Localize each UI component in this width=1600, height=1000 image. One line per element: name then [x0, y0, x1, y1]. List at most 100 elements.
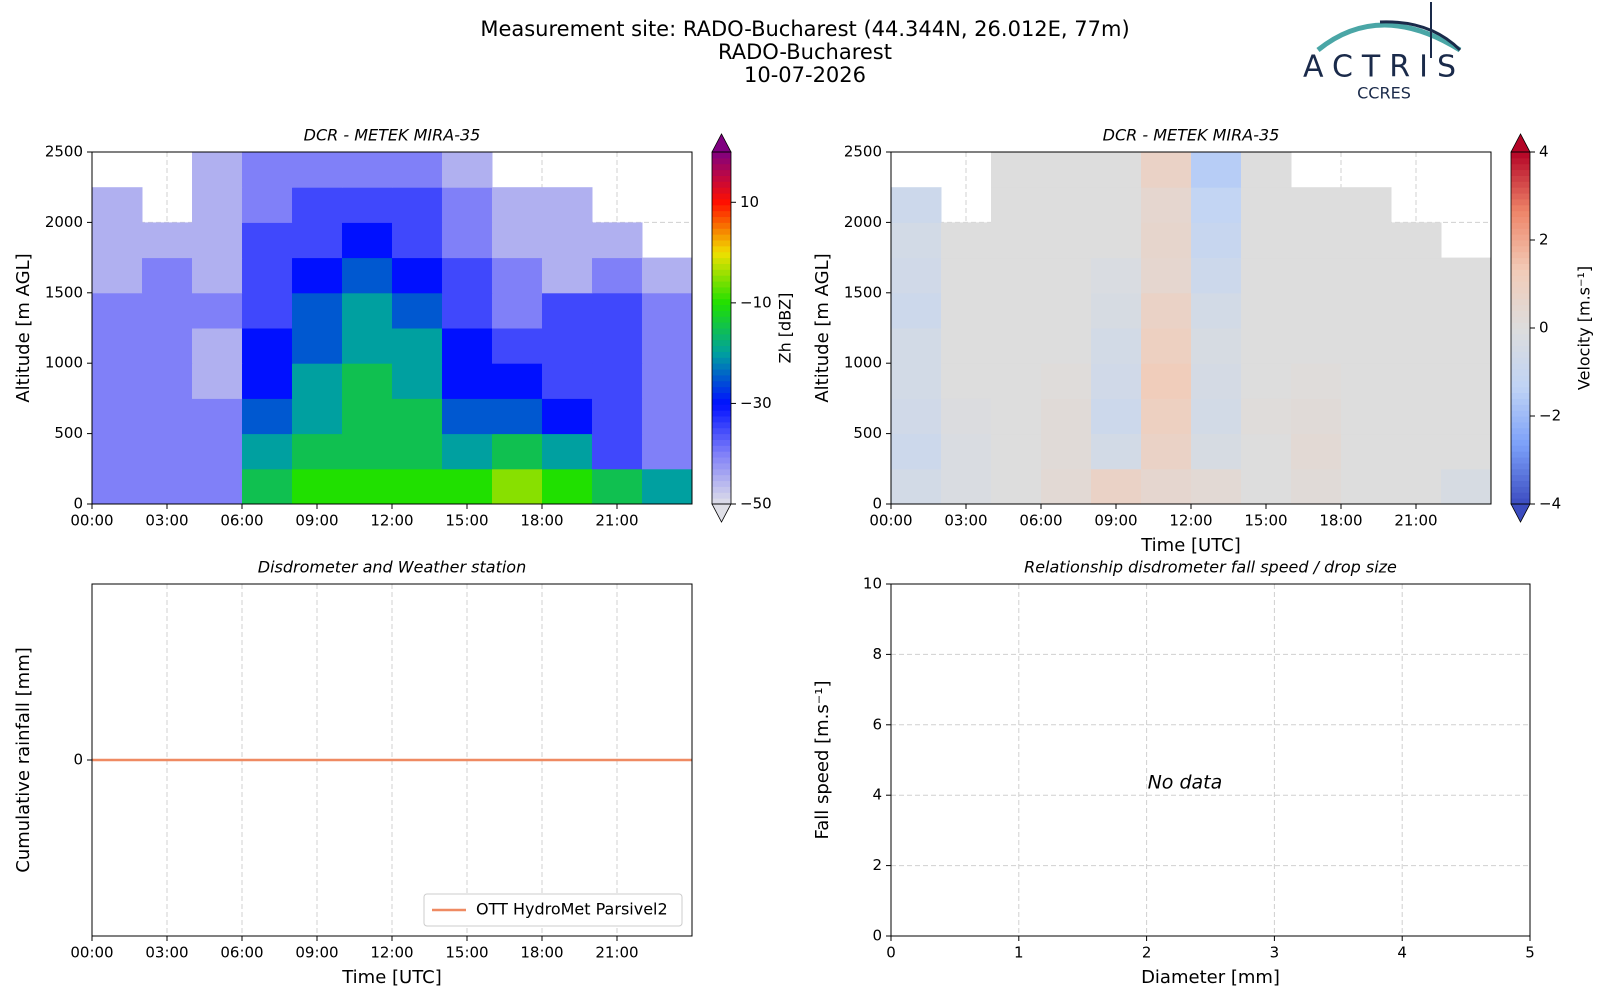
colorbar-swatch	[1511, 462, 1530, 470]
heat-cell	[142, 468, 193, 505]
y-tick-label: 10	[863, 575, 882, 593]
heat-cell	[92, 187, 143, 223]
heat-cell	[492, 257, 543, 294]
y-tick-label: 500	[853, 424, 882, 442]
colorbar-swatch	[1511, 216, 1530, 223]
heat-cell	[1391, 328, 1442, 364]
colorbar-swatch	[712, 492, 731, 499]
heat-cell	[1141, 292, 1192, 329]
colorbar-swatch	[1511, 163, 1530, 171]
heat-cell	[642, 468, 693, 505]
heat-cell	[592, 363, 643, 399]
y-tick-label: 2500	[844, 143, 882, 161]
colorbar-tick-label: 2	[1539, 231, 1549, 249]
header-title: Measurement site: RADO-Bucharest (44.344…	[480, 17, 1129, 41]
heat-cell	[1291, 187, 1342, 223]
colorbar-swatch	[1511, 152, 1530, 159]
heat-cell	[991, 363, 1042, 399]
heat-cell	[1141, 328, 1192, 364]
heat-cell	[1341, 222, 1392, 259]
colorbar-swatch	[1511, 322, 1530, 329]
heat-cell	[991, 468, 1042, 505]
heat-cell	[192, 468, 243, 505]
colorbar-swatch	[1511, 468, 1530, 476]
heat-cell	[542, 468, 593, 505]
heat-cell	[991, 222, 1042, 259]
heat-cell	[242, 468, 293, 505]
heat-cell	[242, 328, 293, 364]
colorbar-swatch	[712, 380, 731, 388]
heat-cell	[1091, 257, 1142, 294]
heat-cell	[242, 187, 293, 223]
heat-cell	[492, 363, 543, 399]
colorbar-swatch	[712, 498, 731, 505]
y-axis-label: Altitude [m AGL]	[812, 253, 833, 402]
colorbar-swatch	[1511, 269, 1530, 276]
heat-cell	[392, 222, 443, 259]
heat-cell	[192, 398, 243, 435]
heat-cell	[1241, 398, 1292, 435]
heat-cell	[1391, 292, 1442, 329]
colorbar-swatch	[1511, 339, 1530, 347]
colorbar-swatch	[712, 421, 731, 429]
heat-cell	[492, 187, 543, 223]
heat-cell	[642, 257, 693, 294]
heat-cell	[142, 398, 193, 435]
x-tick-label: 15:00	[445, 944, 488, 962]
heat-cell	[1141, 257, 1192, 294]
heat-cell	[192, 328, 243, 364]
heat-cell	[1391, 468, 1442, 505]
colorbar-swatch	[1511, 157, 1530, 165]
colorbar-swatch	[1511, 474, 1530, 482]
colorbar-swatch	[712, 457, 731, 464]
heat-cell	[1241, 257, 1292, 294]
heat-cell	[92, 257, 143, 294]
heat-cell	[1441, 363, 1492, 399]
heat-cell	[941, 328, 992, 364]
colorbar-swatch	[712, 369, 731, 376]
colorbar-swatch	[1511, 439, 1530, 446]
y-tick-label: 2500	[45, 143, 83, 161]
colorbar-swatch	[1511, 275, 1530, 282]
panel-title: DCR - METEK MIRA-35	[304, 126, 481, 145]
heat-cell	[891, 222, 942, 259]
heat-cell	[192, 152, 243, 188]
heat-cell	[592, 222, 643, 259]
heat-cell	[242, 433, 293, 470]
y-tick-label: 1000	[844, 354, 882, 372]
heat-cell	[592, 468, 643, 505]
colorbar-swatch	[712, 386, 731, 394]
colorbar-swatch	[712, 263, 731, 270]
heat-cell	[342, 468, 393, 505]
heat-cell	[1141, 152, 1192, 188]
colorbar-swatch	[1511, 234, 1530, 241]
heat-cell	[991, 398, 1042, 435]
colorbar-swatch	[1511, 251, 1530, 259]
heat-cell	[891, 433, 942, 470]
heat-cell	[392, 433, 443, 470]
colorbar-swatch	[1511, 369, 1530, 376]
heat-cell	[142, 363, 193, 399]
heat-cell	[192, 187, 243, 223]
x-tick-label: 00:00	[869, 512, 912, 530]
x-tick-label: 15:00	[445, 512, 488, 530]
heat-cell	[442, 222, 493, 259]
colorbar-swatch	[712, 187, 731, 194]
heat-cell	[1341, 292, 1392, 329]
heat-cell	[392, 187, 443, 223]
colorbar-swatch	[712, 281, 731, 288]
heat-cell	[242, 152, 293, 188]
heat-cell	[192, 257, 243, 294]
heat-cell	[292, 222, 343, 259]
heat-cell	[1291, 328, 1342, 364]
x-tick-label: 21:00	[595, 944, 638, 962]
colorbar-swatch	[712, 328, 731, 335]
heat-cell	[342, 257, 393, 294]
x-tick-label: 3	[1270, 944, 1280, 962]
x-tick-label: 18:00	[1319, 512, 1362, 530]
heat-cell	[1391, 257, 1442, 294]
heat-cell	[1141, 433, 1192, 470]
heat-cell	[991, 328, 1042, 364]
colorbar-swatch	[1511, 310, 1530, 317]
logo-name: ACTRIS	[1303, 50, 1465, 85]
